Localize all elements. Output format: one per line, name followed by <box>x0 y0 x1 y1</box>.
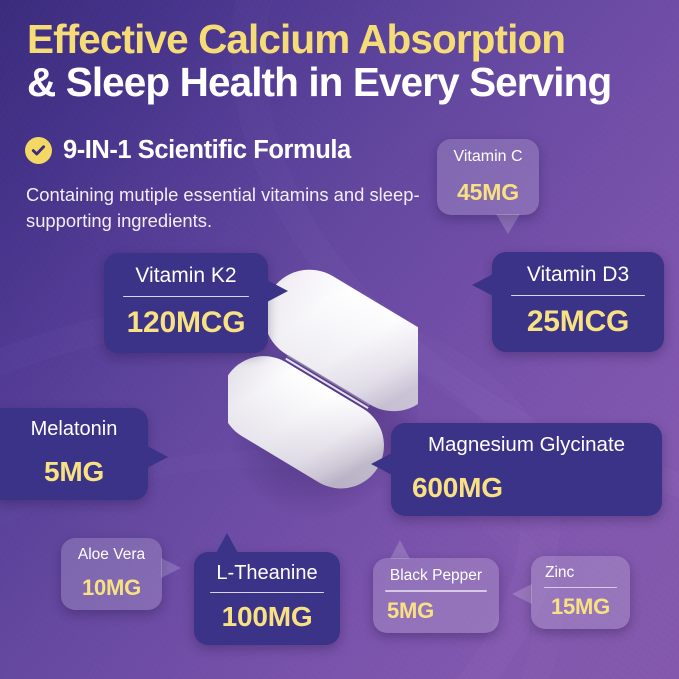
ingredient-name: L-Theanine <box>216 562 318 584</box>
ingredient-badge-magnesium-glycinate[interactable]: Magnesium Glycinate 600MG <box>371 423 662 516</box>
ingredient-badge-melatonin[interactable]: Melatonin 5MG <box>0 408 168 500</box>
bubble-tail-icon <box>512 584 532 604</box>
page-title: Effective Calcium Absorption & Sleep Hea… <box>27 18 667 104</box>
ingredient-dose: 5MG <box>387 597 435 623</box>
ingredient-name: Magnesium Glycinate <box>427 433 626 456</box>
ingredient-dose: 15MG <box>550 594 611 619</box>
ingredient-name: Vitamin D3 <box>526 263 630 286</box>
bubble-tail-icon <box>390 540 410 559</box>
ingredient-badge-zinc[interactable]: Zinc 15MG <box>512 556 630 629</box>
bubble-tail-icon <box>147 446 168 468</box>
ingredient-badge-aloe-vera[interactable]: Aloe Vera 10MG <box>61 538 181 610</box>
ingredient-badge-vitamin-d3[interactable]: Vitamin D3 25MCG <box>472 252 664 352</box>
formula-label: 9-IN-1 Scientific Formula <box>63 136 351 164</box>
bubble-tail-icon <box>472 274 493 296</box>
ingredient-badge-vitamin-k2[interactable]: Vitamin K2 120MCG <box>104 253 288 353</box>
divider <box>511 295 645 296</box>
headline-line-2: & Sleep Health in Every Serving <box>27 58 612 105</box>
ingredient-dose: 25MCG <box>526 305 630 338</box>
check-circle-icon <box>25 137 52 164</box>
bubble-tail-icon <box>496 214 520 234</box>
formula-callout: 9-IN-1 Scientific Formula <box>25 136 351 165</box>
ingredient-dose: 600MG <box>412 472 503 503</box>
ingredient-name: Melatonin <box>30 418 118 440</box>
divider <box>123 296 249 297</box>
ingredient-dose: 120MCG <box>126 306 246 339</box>
headline-line-1: Effective Calcium Absorption <box>27 16 566 62</box>
ingredient-name: Vitamin K2 <box>135 264 237 287</box>
bubble-tail-icon <box>371 453 392 475</box>
subtitle-text: Containing mutiple essential vitamins an… <box>26 184 420 232</box>
ingredient-name: Vitamin C <box>453 147 523 165</box>
ingredient-dose: 100MG <box>221 601 313 632</box>
ingredient-name: Aloe Vera <box>77 546 146 563</box>
ingredient-name: Zinc <box>545 564 575 581</box>
bubble-tail-icon <box>161 558 181 578</box>
ingredient-dose: 5MG <box>43 456 105 487</box>
divider <box>544 587 617 588</box>
ingredient-badge-vitamin-c[interactable]: Vitamin C 45MG <box>437 139 539 234</box>
ingredient-dose: 45MG <box>457 178 519 205</box>
bubble-tail-icon <box>267 280 288 302</box>
divider <box>385 589 487 592</box>
ingredient-badge-black-pepper[interactable]: Black Pepper 5MG <box>373 540 499 633</box>
ingredient-badge-l-theanine[interactable]: L-Theanine 100MG <box>194 533 340 645</box>
ingredient-name: Black Pepper <box>389 566 483 584</box>
ingredient-dose: 10MG <box>81 575 142 600</box>
divider <box>210 592 324 593</box>
bubble-tail-icon <box>216 533 238 553</box>
